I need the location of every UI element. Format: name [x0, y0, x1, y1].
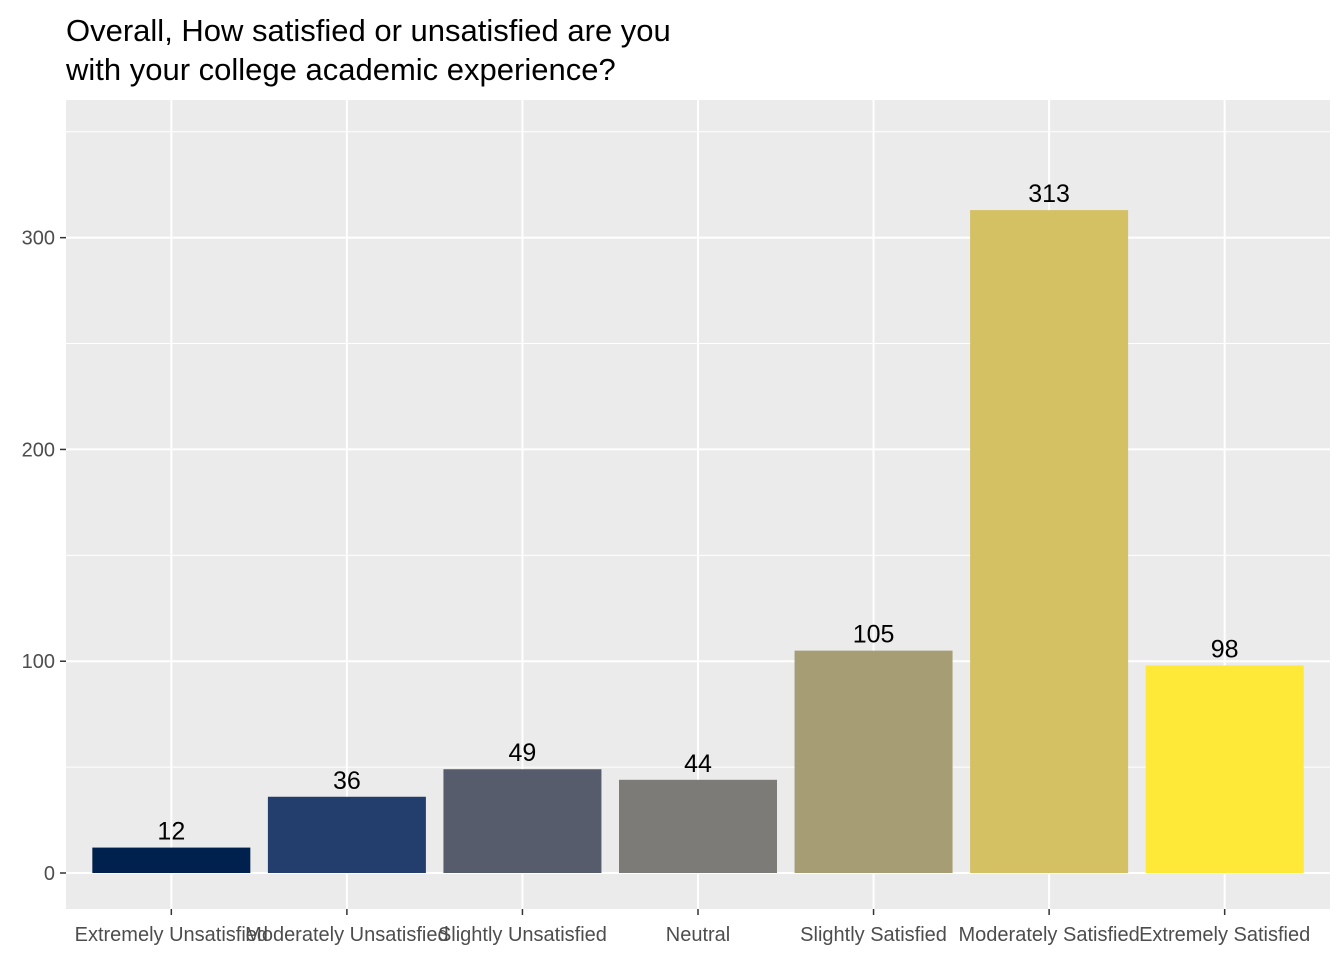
- y-tick-label: 100: [22, 651, 55, 673]
- x-tick-label: Extremely Satisfied: [1139, 924, 1310, 946]
- x-tick-label: Extremely Unsatisfied: [75, 924, 268, 946]
- y-axis: 0 100 200 300: [22, 228, 66, 885]
- bar-value-label: 313: [1028, 180, 1070, 208]
- x-tick-label: Neutral: [666, 924, 730, 946]
- bar: [92, 847, 251, 873]
- bar-value-label: 44: [684, 750, 712, 778]
- chart-title-line-2: with your college academic experience?: [65, 52, 616, 87]
- bar-value-label: 49: [509, 739, 537, 767]
- y-tick-label: 200: [22, 439, 55, 461]
- bar-value-label: 98: [1211, 635, 1239, 663]
- bar: [267, 796, 426, 873]
- x-tick-label: Moderately Unsatisfied: [245, 924, 448, 946]
- bar: [970, 210, 1129, 873]
- x-tick-label: Moderately Satisfied: [959, 924, 1140, 946]
- bar: [443, 769, 602, 873]
- x-tick-label: Slightly Satisfied: [800, 924, 947, 946]
- chart-title-line-1: Overall, How satisfied or unsatisfied ar…: [66, 13, 671, 48]
- bar-value-label: 36: [333, 767, 361, 795]
- bars: [92, 210, 1304, 873]
- y-tick-label: 300: [22, 228, 55, 250]
- bar-value-label: 12: [157, 818, 185, 846]
- data-labels: 12 36 49 44 105 313 98: [157, 180, 1238, 845]
- x-tick-label: Slightly Unsatisfied: [438, 924, 607, 946]
- y-tick-label: 0: [44, 863, 55, 885]
- bar: [794, 650, 953, 873]
- chart-title: Overall, How satisfied or unsatisfied ar…: [65, 13, 671, 87]
- bar: [1145, 665, 1304, 873]
- bar: [619, 779, 777, 873]
- bar-value-label: 105: [853, 621, 895, 649]
